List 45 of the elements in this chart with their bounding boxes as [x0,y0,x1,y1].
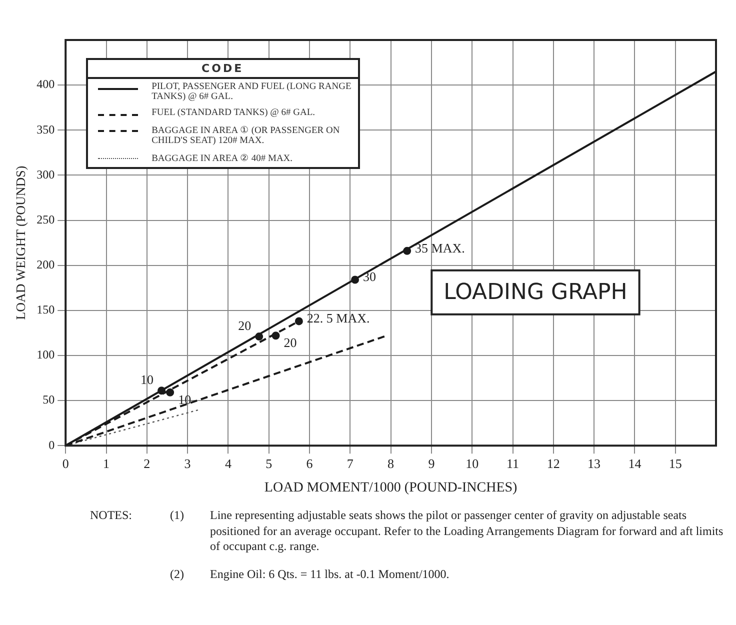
x-tick-label: 8 [388,456,394,471]
x-tick-label: 2 [144,456,150,471]
legend-label: PILOT, PASSENGER AND FUEL (LONG RANGE TANKS) @ 6# GAL. [152,82,352,102]
x-tick-label: 5 [266,456,272,471]
x-tick-label: 4 [224,456,232,471]
x-tick-label: 11 [506,456,520,471]
y-tick-label: 300 [36,167,55,182]
x-tick-label: 14 [628,456,642,471]
x-tick-label: 3 [184,456,191,471]
text: Line representing adjustable seats shows the pilot or passenger center of gravity on adjustable seats positioned for an average occupant. Refer to the Loading Arrangements Diagram for forward and aft limits of occupant c.g. range. [210,508,724,555]
legend-title: CODE [88,60,358,79]
x-tick-label: 12 [546,456,560,471]
x-axis-title: LOAD MOMENT/1000 (POUND-INCHES) [264,480,518,496]
y-tick-label: 0 [48,438,55,452]
x-tick-label: 9 [428,456,435,471]
y-tick-label: 400 [36,77,55,92]
legend-label: BAGGAGE IN AREA ② 40# MAX. [152,153,293,164]
y-tick-label: 200 [36,257,55,272]
text: (2) [170,566,185,582]
annotation: 22. 5 MAX. [306,310,370,326]
annotation: 10 [178,392,192,407]
x-tick-label: 6 [306,456,314,471]
x-tick-label: 1 [103,456,110,471]
y-tick-label: 150 [36,302,55,317]
legend-label: BAGGAGE IN AREA ① (OR PASSENGER ON CHILD'S SEAT) 120# MAX. [152,125,341,146]
x-tick-label: 13 [588,456,601,471]
x-tick-label: 15 [668,456,682,471]
text: Engine Oil: 6 Qts. = 11 lbs. at -0.1 Moment/1000. [210,566,450,582]
y-tick-label: 50 [42,392,55,407]
text: LOADING GRAPH [444,280,628,306]
annotation: 35 MAX. [415,240,465,256]
annotation: 10 [140,372,154,388]
x-tick-label: 0 [62,456,69,471]
y-tick-label: 250 [36,212,55,226]
text: (1) [170,508,185,524]
annotation: 30 [363,269,376,284]
x-tick-label: 7 [346,456,354,471]
x-tick-label: 10 [466,456,479,471]
legend-label: FUEL (STANDARD TANKS) @ 6# GAL. [152,108,316,118]
annotation: 20 [284,335,297,350]
y-tick-label: 350 [36,122,55,136]
annotation: 20 [238,318,252,333]
text: NOTES: [90,508,133,524]
y-axis-title: LOAD WEIGHT (POUNDS) [13,166,28,320]
y-tick-label: 100 [36,348,55,362]
